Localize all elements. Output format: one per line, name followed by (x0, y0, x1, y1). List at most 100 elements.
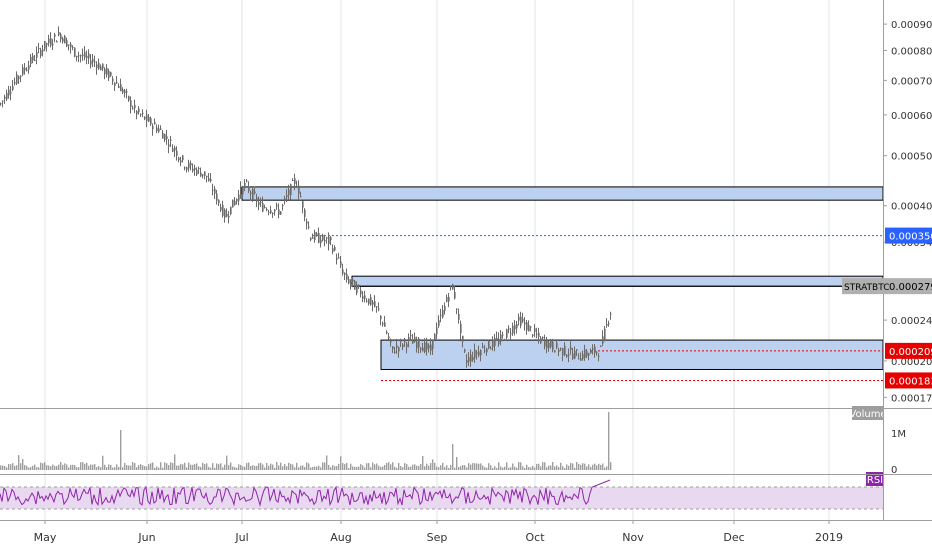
price-label-text[interactable]: 0.0002793 (889, 282, 932, 293)
candle-body (564, 345, 566, 355)
candle-body (302, 201, 304, 208)
candle-body (370, 297, 372, 305)
candle-body (372, 301, 374, 305)
volume-bar (34, 464, 36, 470)
candle-body (408, 337, 410, 341)
volume-bar (134, 463, 136, 470)
candle-body (66, 40, 68, 47)
volume-bar (568, 465, 570, 470)
volume-bar (30, 467, 32, 470)
candle-body (428, 345, 430, 349)
candle-body (56, 40, 58, 43)
candle-body (44, 40, 46, 49)
price-label-text[interactable]: 0.0001833 (889, 376, 932, 387)
horizontal-levels[interactable] (312, 235, 883, 381)
volume-bar (36, 467, 38, 470)
candle-body (410, 335, 412, 337)
volume-bar (178, 465, 180, 470)
time-tick-label: Sep (427, 531, 448, 544)
volume-bar (2, 465, 4, 470)
volume-bar (336, 466, 338, 470)
volume-bar (262, 464, 264, 470)
volume-bar (84, 463, 86, 470)
volume-bar (444, 467, 446, 470)
volume-bar (520, 462, 522, 470)
candle-body (260, 201, 262, 203)
price-tick-label: 0.0009000 (891, 20, 932, 31)
volume-bar (170, 462, 172, 470)
volume-bar (580, 464, 582, 470)
candle-body (294, 178, 296, 184)
volume-bar (238, 464, 240, 470)
zone-rect[interactable] (380, 339, 884, 370)
price-label-box[interactable] (885, 372, 932, 389)
candle-body (486, 348, 488, 353)
volume-bar (530, 467, 532, 470)
volume-bar (282, 466, 284, 470)
volume-bar (234, 467, 236, 470)
time-tick-label: Jul (234, 531, 248, 544)
volume-bar (266, 462, 268, 470)
price-tick-label: 0.0002400 (891, 316, 932, 327)
price-labels[interactable]: 0.0003500 0.0002793 0.0002092 0.0001833 STRA… (842, 227, 932, 389)
volume-bar (592, 464, 594, 470)
zone-rect[interactable] (241, 186, 884, 201)
candle-body (250, 192, 252, 195)
volume-bar (494, 466, 496, 470)
volume-bar (202, 462, 204, 470)
volume-bar (180, 463, 182, 470)
volume-bar (522, 466, 524, 470)
volume-bar (526, 464, 528, 470)
symbol-label-box[interactable] (842, 278, 885, 295)
candle-body (290, 184, 292, 196)
volume-bar (406, 464, 408, 470)
candle-body (106, 68, 108, 75)
candle-body (266, 208, 268, 211)
volume-bar (492, 467, 494, 470)
price-label-box[interactable] (885, 227, 932, 244)
symbol-label[interactable]: STRATBTC (844, 283, 889, 293)
candle-body (58, 32, 60, 36)
volume-bar (0, 465, 2, 470)
candle-body (570, 347, 572, 350)
volume-bar (90, 464, 92, 470)
volume-bar (578, 463, 580, 470)
candle-body (60, 34, 62, 40)
volume-bar (378, 465, 380, 470)
candle-body (494, 337, 496, 347)
candle-body (554, 350, 556, 353)
volume-bar (142, 465, 144, 470)
zone-rect[interactable] (351, 275, 884, 287)
candle-body (12, 86, 14, 90)
volume-bar (114, 467, 116, 470)
candle-body (446, 297, 448, 302)
candle-body (510, 333, 512, 335)
volume-bar (94, 464, 96, 470)
candle-body (138, 108, 140, 113)
volume-bar (156, 466, 158, 470)
candle-body (278, 209, 280, 215)
candle-body (170, 139, 172, 141)
volume-bar (480, 463, 482, 470)
candle-body (102, 63, 104, 69)
price-label-box[interactable] (885, 278, 932, 295)
candle-body (386, 331, 388, 334)
support-resistance-zones[interactable] (241, 186, 884, 370)
price-label-text[interactable]: 0.0003500 (889, 232, 932, 243)
candle-body (168, 144, 170, 147)
candle-body (20, 75, 22, 77)
candle-body (34, 59, 36, 61)
volume-bar (362, 465, 364, 470)
price-label-text[interactable]: 0.0002092 (889, 347, 932, 358)
candle-body (366, 300, 368, 302)
volume-bar (340, 456, 342, 470)
candle-body (174, 147, 176, 151)
candle-body (310, 237, 312, 240)
volume-bar (344, 464, 346, 470)
volume-bar (388, 462, 390, 470)
candle-body (212, 189, 214, 191)
volume-bar (546, 467, 548, 470)
price-label-box[interactable] (885, 342, 932, 359)
